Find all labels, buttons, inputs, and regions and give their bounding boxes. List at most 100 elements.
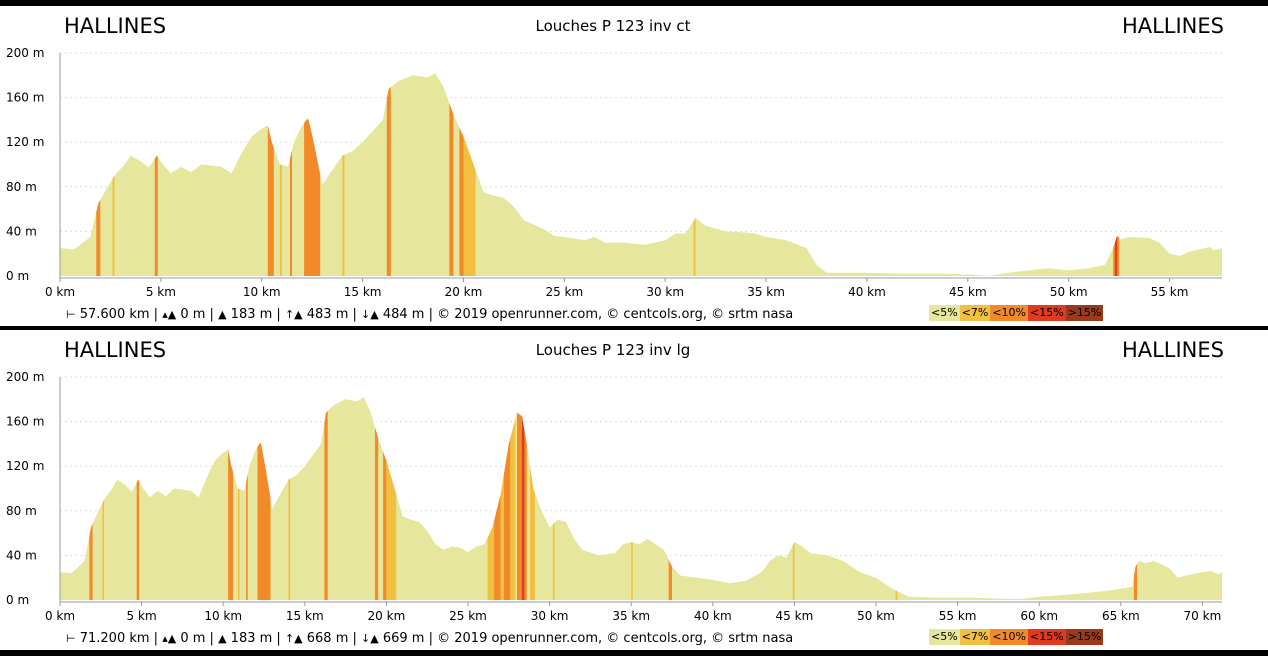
y-tick-label: 200 m: [6, 370, 44, 384]
x-tick-label: 65 km: [1102, 609, 1140, 623]
grade-segment: [112, 175, 115, 276]
grade-legend: <5% <7% <10% <15% >15%: [929, 629, 1104, 645]
min-altitude-icon: ▴▲: [162, 308, 177, 321]
y-tick-label: 120 m: [6, 135, 44, 149]
x-tick-label: 5 km: [146, 285, 176, 299]
x-tick-label: 50 km: [1050, 285, 1088, 299]
grade-segment: [246, 474, 248, 600]
ascent-value: 668 m: [306, 631, 349, 646]
grade-segment: [494, 494, 501, 600]
distance-value: 57.600 km: [79, 307, 150, 322]
x-tick-label: 15 km: [344, 285, 382, 299]
route-stats-footer: ⊢ 57.600 km | ▴▲ 0 m | ▲ 183 m | ↑▲ 483 …: [66, 307, 794, 322]
grade-segment: [668, 559, 672, 600]
grade-segment: [503, 437, 511, 600]
max-altitude-value: 183 m: [230, 631, 273, 646]
legend-item: <5%: [929, 629, 960, 645]
x-tick-label: 45 km: [776, 609, 814, 623]
x-tick-label: 20 km: [368, 609, 406, 623]
legend-item: <15%: [1028, 629, 1066, 645]
grade-segment: [96, 199, 101, 276]
elevation-area: [60, 73, 1222, 276]
y-tick-label: 80 m: [6, 180, 37, 194]
x-tick-label: 55 km: [1151, 285, 1189, 299]
ascent-value: 483 m: [306, 307, 349, 322]
credits-text: © 2019 openrunner.com, © centcols.org, ©…: [437, 631, 794, 646]
legend-item: <7%: [959, 629, 991, 645]
grade-segment: [288, 478, 291, 600]
grade-segment: [257, 442, 271, 600]
elevation-area: [60, 397, 1222, 600]
grade-segment: [510, 418, 516, 600]
legend-item: <15%: [1028, 305, 1066, 321]
y-tick-label: 0 m: [6, 269, 29, 283]
x-tick-label: 20 km: [445, 285, 483, 299]
chart-title: Louches P 123 inv lg: [535, 341, 691, 359]
y-tick-label: 160 m: [6, 415, 44, 429]
grade-segment: [552, 522, 555, 600]
y-tick-label: 80 m: [6, 504, 37, 518]
x-tick-label: 40 km: [694, 609, 732, 623]
profile-panel-short: HALLINES Louches P 123 inv ct HALLINES 0…: [0, 6, 1268, 326]
y-tick-label: 120 m: [6, 459, 44, 473]
legend-item: <7%: [959, 305, 991, 321]
grade-segment: [136, 479, 140, 600]
grade-segment: [375, 427, 379, 600]
grade-segment: [459, 127, 464, 276]
x-tick-label: 25 km: [449, 609, 487, 623]
grade-segment: [693, 218, 696, 276]
grade-segment: [1115, 235, 1118, 276]
grade-segment: [463, 136, 476, 276]
grade-segment: [895, 590, 898, 600]
x-tick-label: 45 km: [949, 285, 987, 299]
grade-segment: [631, 542, 633, 600]
x-tick-label: 30 km: [646, 285, 684, 299]
max-altitude-value: 183 m: [230, 307, 273, 322]
x-tick-label: 10 km: [204, 609, 242, 623]
descent-icon: ↓▲: [361, 632, 379, 645]
ascent-icon: ↑▲: [284, 632, 303, 645]
chart-title: Louches P 123 inv ct: [535, 17, 691, 35]
x-tick-label: 0 km: [45, 609, 75, 623]
legend-item: <10%: [990, 629, 1029, 645]
x-tick-label: 55 km: [939, 609, 977, 623]
end-town-label: HALLINES: [1121, 14, 1224, 38]
credits-text: © 2019 openrunner.com, © centcols.org, ©…: [437, 307, 794, 322]
grade-segment: [386, 87, 391, 276]
grade-segment: [324, 411, 328, 600]
grade-segment: [290, 150, 292, 276]
grade-segment: [386, 460, 397, 600]
grade-legend: <5% <7% <10% <15% >15%: [929, 305, 1104, 321]
grade-segment: [521, 416, 525, 600]
descent-value: 484 m: [382, 307, 425, 322]
legend-item: <10%: [990, 305, 1029, 321]
ascent-icon: ↑▲: [284, 308, 303, 321]
x-tick-label: 35 km: [612, 609, 650, 623]
y-tick-label: 0 m: [6, 593, 29, 607]
grade-segment: [487, 520, 495, 600]
x-tick-label: 35 km: [747, 285, 785, 299]
y-tick-label: 160 m: [6, 91, 44, 105]
route-stats-footer: ⊢ 71.200 km | ▴▲ 0 m | ▲ 183 m | ↑▲ 668 …: [66, 631, 794, 646]
grade-segment: [102, 499, 105, 600]
elevation-chart: 0 m 40 m 80 m 120 m 160 m 200 m 0 km 5 km 10 km 1…: [6, 370, 1222, 623]
x-tick-label: 70 km: [1184, 609, 1222, 623]
profile-panel-long: HALLINES Louches P 123 inv lg HALLINES 0…: [0, 330, 1268, 650]
grade-segment: [449, 103, 454, 276]
grade-segment: [237, 488, 240, 600]
y-tick-label: 40 m: [6, 548, 37, 562]
descent-value: 669 m: [382, 631, 425, 646]
min-altitude-icon: ▴▲: [162, 632, 177, 645]
end-town-label: HALLINES: [1121, 338, 1224, 362]
min-altitude-value: 0 m: [180, 307, 206, 322]
distance-value: 71.200 km: [79, 631, 150, 646]
grade-segment: [89, 523, 93, 600]
x-tick-label: 50 km: [857, 609, 895, 623]
distance-icon: ⊢: [66, 632, 76, 645]
x-tick-label: 5 km: [127, 609, 157, 623]
grade-segment: [500, 474, 504, 600]
x-tick-label: 60 km: [1020, 609, 1058, 623]
grade-segment: [304, 118, 321, 276]
legend-item: >15%: [1065, 629, 1104, 645]
y-tick-label: 200 m: [6, 46, 44, 60]
